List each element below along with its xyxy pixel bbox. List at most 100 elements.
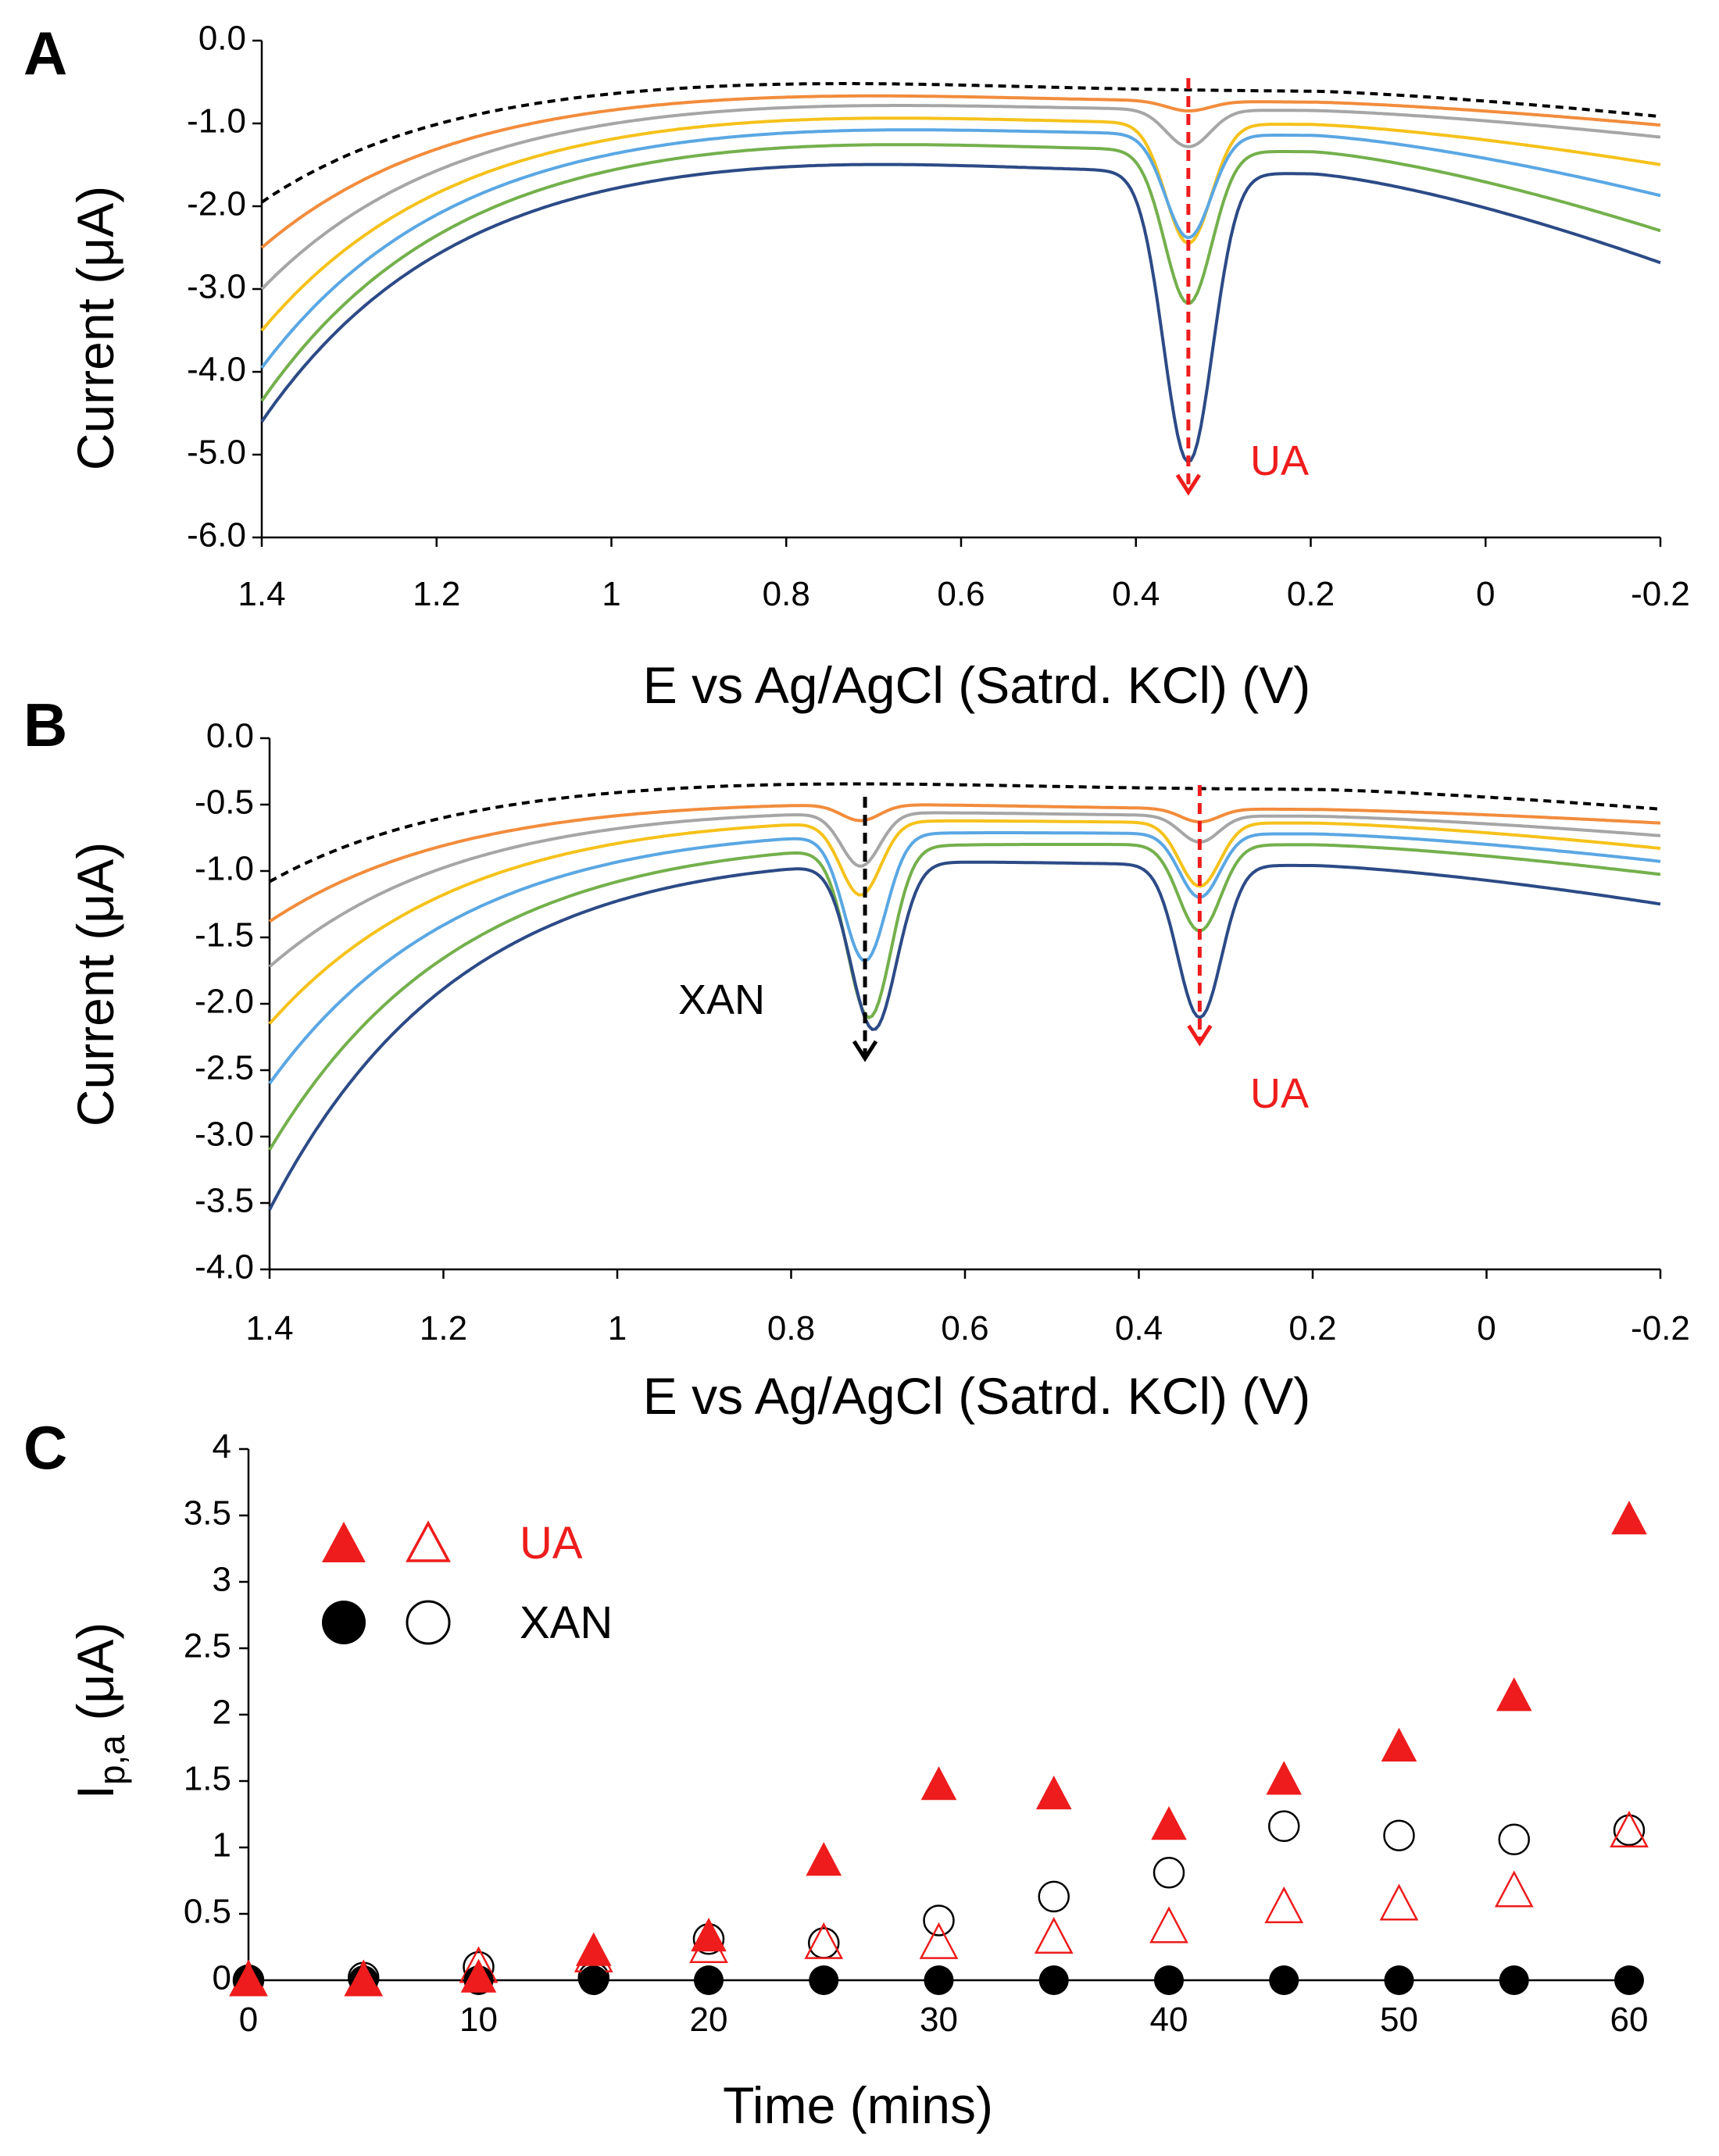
- peak-arrowhead-icon: [1175, 473, 1201, 496]
- y-tick-label: -2.0: [195, 983, 254, 1021]
- x-tick-label: 1: [608, 1309, 627, 1348]
- y-tick-label: 0.0: [198, 20, 246, 58]
- x-tick-label: -0.2: [1631, 575, 1690, 613]
- y-tick-label: -3.0: [195, 1115, 254, 1154]
- panel-b-curves: [268, 782, 1661, 1211]
- x-tick-label: -0.2: [1631, 1309, 1690, 1348]
- point-ua-filled: [806, 1842, 842, 1876]
- y-tick-label: 1: [213, 1826, 231, 1865]
- point-xan-filled: [809, 1965, 839, 1995]
- point-xan-open: [1498, 1823, 1530, 1856]
- point-ua-filled: [1266, 1761, 1303, 1795]
- panel-c-axes: 4 3.5 3 2.5 2 1.5 1 0.5 00 10 20 30 40 50 60: [184, 1428, 1649, 2039]
- legend-xan-open-circle-icon: [406, 1600, 451, 1645]
- x-tick-label: 0.4: [1115, 1309, 1163, 1348]
- panel-letter-b: B: [23, 691, 67, 759]
- panel-b-x-axis-title: E vs Ag/AgCl (Satrd. KCl) (V): [643, 1367, 1311, 1425]
- point-xan-filled: [1154, 1965, 1184, 1995]
- legend-xan-filled-circle-icon: [322, 1601, 366, 1644]
- x-tick-label: 60: [1610, 2001, 1649, 2039]
- x-tick-label: 0.2: [1287, 575, 1335, 613]
- panel-c-legend: UA XAN: [322, 1518, 613, 1648]
- point-ua-filled: [1381, 1727, 1417, 1762]
- cv-curve-2: [268, 803, 1661, 923]
- panel-a-ua-label: UA: [1250, 437, 1309, 484]
- y-tick-label: -4.0: [187, 351, 246, 389]
- point-xan-filled: [1614, 1965, 1644, 1995]
- panel-c-y-axis-title: Ip,a (μA): [66, 1622, 132, 1800]
- point-xan-filled: [1499, 1965, 1529, 1995]
- x-tick-label: 0.6: [937, 575, 985, 613]
- y-tick-label: -4.0: [195, 1248, 254, 1287]
- x-tick-label: 30: [920, 2001, 958, 2039]
- panel-a-curves: [260, 82, 1661, 464]
- y-tick-label: 2: [213, 1694, 231, 1732]
- point-ua-filled: [460, 1958, 497, 1993]
- y-tick-label: 0: [213, 1959, 231, 1997]
- x-tick-label: 0.8: [763, 575, 810, 613]
- x-tick-label: 1.4: [245, 1309, 293, 1348]
- y-tick-label: 0.5: [184, 1893, 231, 1931]
- point-ua-filled: [920, 1766, 957, 1801]
- panel-c-x-axis-title: Time (mins): [723, 2076, 993, 2134]
- point-ua-open: [1610, 1810, 1649, 1848]
- y-tick-label: 4: [213, 1428, 231, 1466]
- x-tick-label: 40: [1150, 2001, 1188, 2039]
- point-xan-open: [1383, 1819, 1415, 1851]
- point-ua-open: [1264, 1886, 1304, 1923]
- legend-ua-open-triangle-icon: [406, 1520, 451, 1562]
- point-ua-open: [1379, 1883, 1419, 1921]
- point-ua-open: [804, 1922, 844, 1959]
- cv-curve-7: [260, 162, 1661, 464]
- panel-letter-c: C: [23, 1413, 67, 1482]
- cv-curve-3: [268, 811, 1661, 969]
- y-tick-label: 3: [213, 1561, 231, 1599]
- peak-arrowhead-icon: [852, 1040, 878, 1062]
- point-ua-open: [919, 1922, 959, 1959]
- cv-curve-7: [268, 860, 1661, 1211]
- x-tick-label: 1.4: [238, 575, 285, 613]
- x-tick-label: 0.8: [767, 1309, 815, 1348]
- point-ua-filled: [575, 1932, 612, 1966]
- panel-a-axes: 0.0 -1.0 -2.0 -3.0 -4.0 -5.0 -6.0 1.4 1.2 1 0.8 0.6…: [187, 20, 1690, 613]
- point-xan-filled: [1038, 1965, 1069, 1995]
- panel-c-points: [229, 1501, 1649, 1997]
- y-tick-label: -6.0: [187, 516, 246, 555]
- x-tick-label: 0.6: [941, 1309, 988, 1348]
- panel-b-annotations: [852, 785, 1213, 1062]
- cv-curve-6: [260, 143, 1661, 402]
- panel-a-y-axis-title: Current (μA): [66, 186, 124, 470]
- panel-b-ua-label: UA: [1250, 1070, 1309, 1117]
- point-xan-filled: [1269, 1965, 1299, 1995]
- point-ua-filled: [1611, 1501, 1647, 1535]
- point-xan-filled: [694, 1965, 724, 1995]
- y-tick-label: -3.5: [195, 1182, 254, 1220]
- y-tick-label: -1.5: [195, 916, 254, 955]
- panel-b: B Current (μA) E vs Ag/AgCl (Satrd. KCl)…: [23, 691, 1690, 1425]
- x-tick-label: 0: [1476, 575, 1495, 613]
- point-xan-open: [923, 1904, 955, 1936]
- y-tick-label: -2.0: [187, 185, 246, 223]
- cv-curve-4: [260, 116, 1661, 332]
- point-ua-filled: [691, 1917, 727, 1952]
- panel-c-y-axis-title-unit: (μA): [66, 1622, 124, 1735]
- x-tick-label: 1.2: [420, 1309, 467, 1348]
- point-ua-filled: [1151, 1806, 1187, 1840]
- point-ua-filled: [231, 1961, 266, 1996]
- x-tick-label: 20: [690, 2001, 728, 2039]
- panel-b-y-axis-title: Current (μA): [66, 842, 124, 1126]
- point-xan-filled: [1384, 1965, 1414, 1995]
- point-xan-open: [1613, 1814, 1646, 1847]
- point-ua-filled: [1035, 1776, 1072, 1810]
- cv-curve-5: [260, 128, 1661, 369]
- panel-a-x-axis-title: E vs Ag/AgCl (Satrd. KCl) (V): [643, 656, 1311, 714]
- cv-curve-5: [268, 831, 1661, 1085]
- legend-ua-label: UA: [520, 1518, 583, 1569]
- y-tick-label: 1.5: [184, 1760, 231, 1798]
- y-tick-label: 0.0: [206, 717, 254, 755]
- panel-a-annotations: [1175, 78, 1201, 496]
- point-xan-open: [1038, 1880, 1070, 1913]
- point-ua-open: [1149, 1906, 1188, 1944]
- y-tick-label: -0.5: [195, 784, 254, 822]
